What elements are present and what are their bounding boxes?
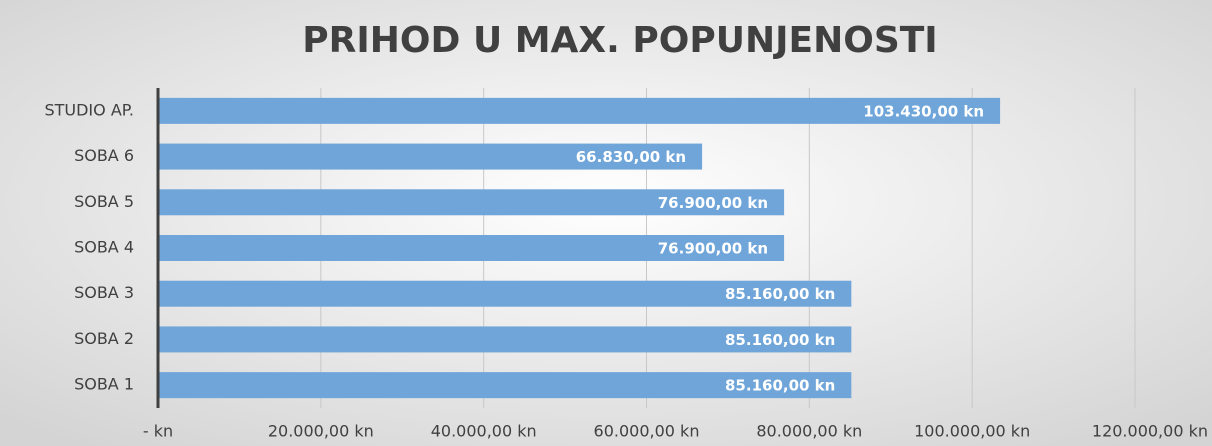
x-tick-label: 100.000,00 kn <box>914 422 1030 441</box>
bar <box>158 235 785 261</box>
value-label: 66.830,00 kn <box>576 148 686 166</box>
bar <box>158 326 852 353</box>
bar <box>158 189 785 216</box>
chart-title: PRIHOD U MAX. POPUNJENOSTI <box>302 20 937 61</box>
x-tick-label: 80.000,00 kn <box>756 422 862 441</box>
x-tick-label: 60.000,00 kn <box>594 422 700 441</box>
value-label: 85.160,00 kn <box>725 331 835 349</box>
bar <box>158 143 703 170</box>
value-label: 85.160,00 kn <box>725 285 835 303</box>
y-tick-label: SOBA 6 <box>74 146 134 165</box>
value-label: 76.900,00 kn <box>658 240 768 258</box>
value-label: 103.430,00 kn <box>863 102 984 120</box>
y-tick-label: SOBA 4 <box>74 238 134 257</box>
y-tick-label: SOBA 2 <box>74 329 134 348</box>
x-tick-label: 40.000,00 kn <box>431 422 537 441</box>
y-tick-label: SOBA 5 <box>74 192 134 211</box>
bar <box>158 280 852 307</box>
value-label: 76.900,00 kn <box>658 194 768 212</box>
y-tick-label: STUDIO AP. <box>44 100 134 119</box>
x-tick-label: 20.000,00 kn <box>268 422 374 441</box>
bar <box>158 372 852 399</box>
x-tick-label: 120.000,00 kn <box>1092 422 1208 441</box>
y-tick-label: SOBA 3 <box>74 283 134 302</box>
value-label: 85.160,00 kn <box>725 377 835 395</box>
x-tick-label: - kn <box>143 422 173 441</box>
y-tick-label: SOBA 1 <box>74 375 134 394</box>
bar <box>158 97 1001 124</box>
